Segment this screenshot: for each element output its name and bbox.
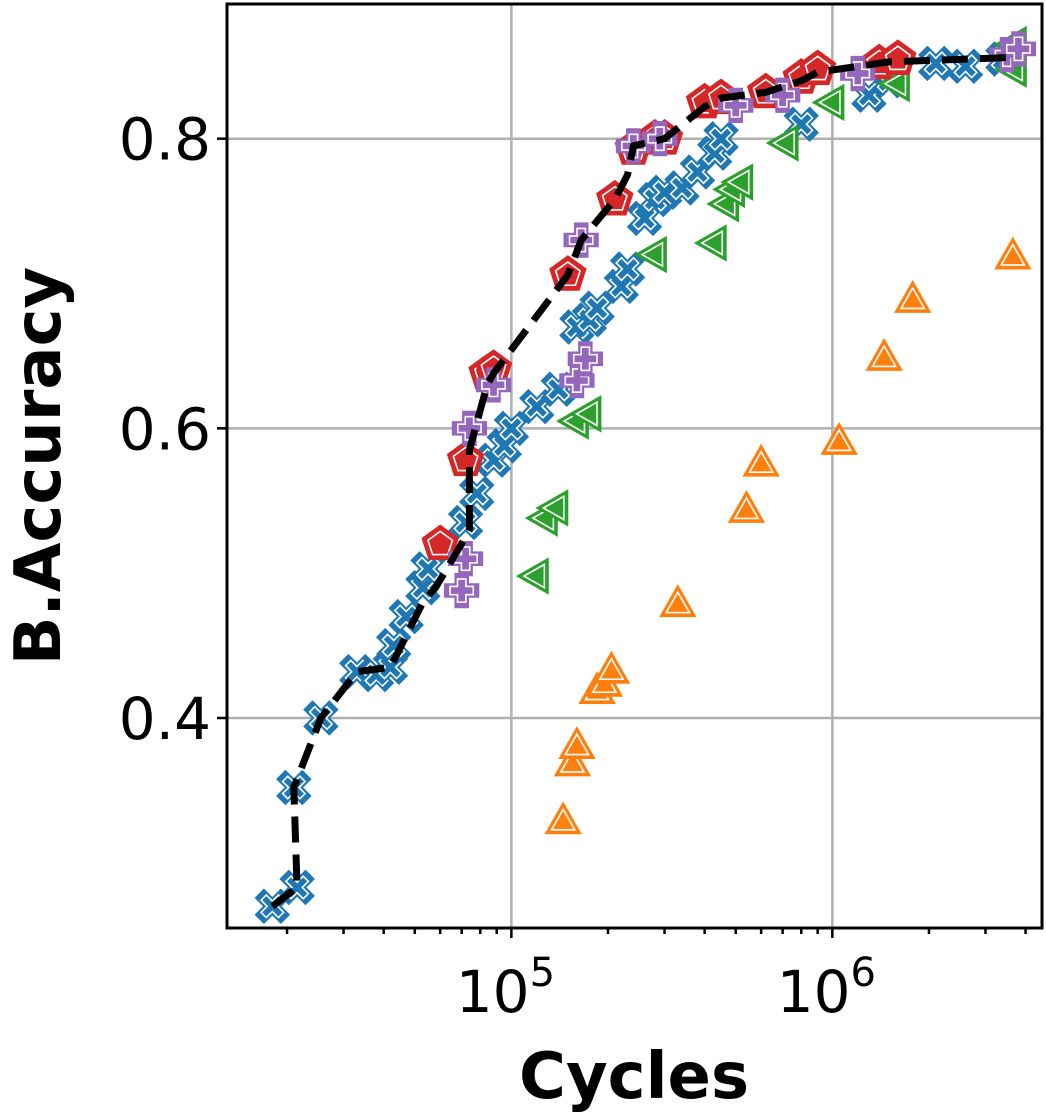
data-point: [765, 124, 799, 162]
data-point-inner: [733, 496, 760, 520]
data-point: [994, 236, 1032, 270]
data-point: [820, 421, 858, 455]
data-point: [515, 557, 549, 595]
data-point: [703, 120, 739, 157]
data-point: [447, 504, 484, 541]
data-point-inner: [524, 394, 550, 419]
data-point: [742, 443, 780, 477]
data-point-inner: [884, 45, 911, 71]
data-point: [634, 235, 667, 274]
data-point: [553, 743, 592, 777]
data-point-inner: [664, 590, 691, 614]
x-tick-label: 105: [456, 950, 555, 1026]
data-point: [811, 83, 845, 122]
series-0: [254, 41, 1021, 925]
data-point: [444, 572, 480, 609]
data-point-inner: [563, 732, 590, 756]
data-point-inner: [522, 563, 546, 590]
data-point: [592, 650, 631, 684]
data-point: [1000, 31, 1037, 67]
frontier-line: [270, 54, 1008, 910]
data-point-inner: [748, 450, 775, 473]
data-point: [535, 489, 569, 527]
data-point-inner: [871, 344, 898, 368]
data-point: [609, 251, 646, 287]
data-point-inner: [284, 875, 310, 900]
data-point: [568, 395, 602, 433]
y-tick-label: 0.8: [119, 106, 211, 174]
x-axis-label: Cycles: [519, 1040, 749, 1114]
y-axis-label: B.Accuracy: [2, 267, 76, 665]
data-point: [727, 489, 766, 523]
data-point: [475, 367, 512, 403]
data-point: [567, 341, 603, 377]
data-point-inner: [598, 657, 625, 681]
data-point-inner: [712, 190, 736, 217]
data-point-inner: [817, 89, 841, 116]
data-point: [659, 584, 697, 618]
data-point-inner: [572, 346, 598, 372]
data-point: [865, 337, 903, 371]
data-point: [579, 290, 615, 326]
data-point-inner: [826, 428, 853, 452]
data-point-inner: [685, 159, 710, 185]
data-point-inner: [726, 169, 750, 196]
frontier-path: [270, 54, 1008, 910]
data-point-inner: [574, 400, 598, 427]
data-point-inner: [700, 229, 724, 256]
series-1: [544, 236, 1032, 835]
data-point: [544, 801, 582, 835]
data-point-inner: [541, 494, 565, 521]
data-point-inner: [415, 556, 441, 582]
data-point: [876, 64, 910, 103]
data-point-inner: [804, 55, 831, 81]
data-point-inner: [452, 446, 479, 472]
data-point: [720, 163, 754, 201]
data-point: [894, 279, 932, 313]
data-point-inner: [554, 261, 582, 287]
data-point-inner: [449, 578, 475, 603]
data-point-inner: [499, 415, 524, 441]
data-point-inner: [559, 749, 586, 773]
data-point-inner: [550, 807, 577, 831]
y-tick-label: 0.6: [119, 395, 211, 463]
data-point-inner: [772, 130, 795, 157]
data-point: [947, 48, 984, 85]
data-point-inner: [708, 126, 734, 152]
data-point-inner: [953, 53, 978, 79]
data-point: [558, 726, 596, 759]
data-point-inner: [281, 775, 307, 800]
data-point-inner: [545, 376, 571, 402]
data-point-inner: [1006, 36, 1031, 62]
data-point-inner: [999, 242, 1026, 266]
plot-area: [254, 25, 1037, 925]
series-2: [515, 25, 1027, 595]
data-point: [410, 551, 446, 587]
plot-frame: [225, 2, 1044, 930]
y-tick-label: 0.4: [119, 685, 211, 753]
data-point-inner: [923, 51, 949, 76]
data-point: [693, 224, 727, 262]
data-point-inner: [481, 372, 506, 398]
data-point: [451, 410, 488, 446]
data-point-inner: [640, 241, 664, 268]
data-point-inner: [393, 604, 419, 629]
data-point: [447, 541, 484, 577]
data-point-inner: [899, 286, 926, 310]
axes: 0.4 0.6 0.8 105 106: [119, 106, 1027, 1026]
data-point: [493, 410, 530, 447]
data-point-inner: [669, 175, 695, 201]
data-point-inner: [427, 530, 454, 556]
data-point-inner: [883, 70, 907, 97]
data-point: [458, 475, 495, 512]
data-point-inner: [584, 295, 610, 321]
data-point-inner: [647, 126, 673, 152]
data-point-inner: [601, 185, 628, 211]
data-point-inner: [615, 256, 640, 282]
x-tick-label: 106: [777, 950, 876, 1026]
